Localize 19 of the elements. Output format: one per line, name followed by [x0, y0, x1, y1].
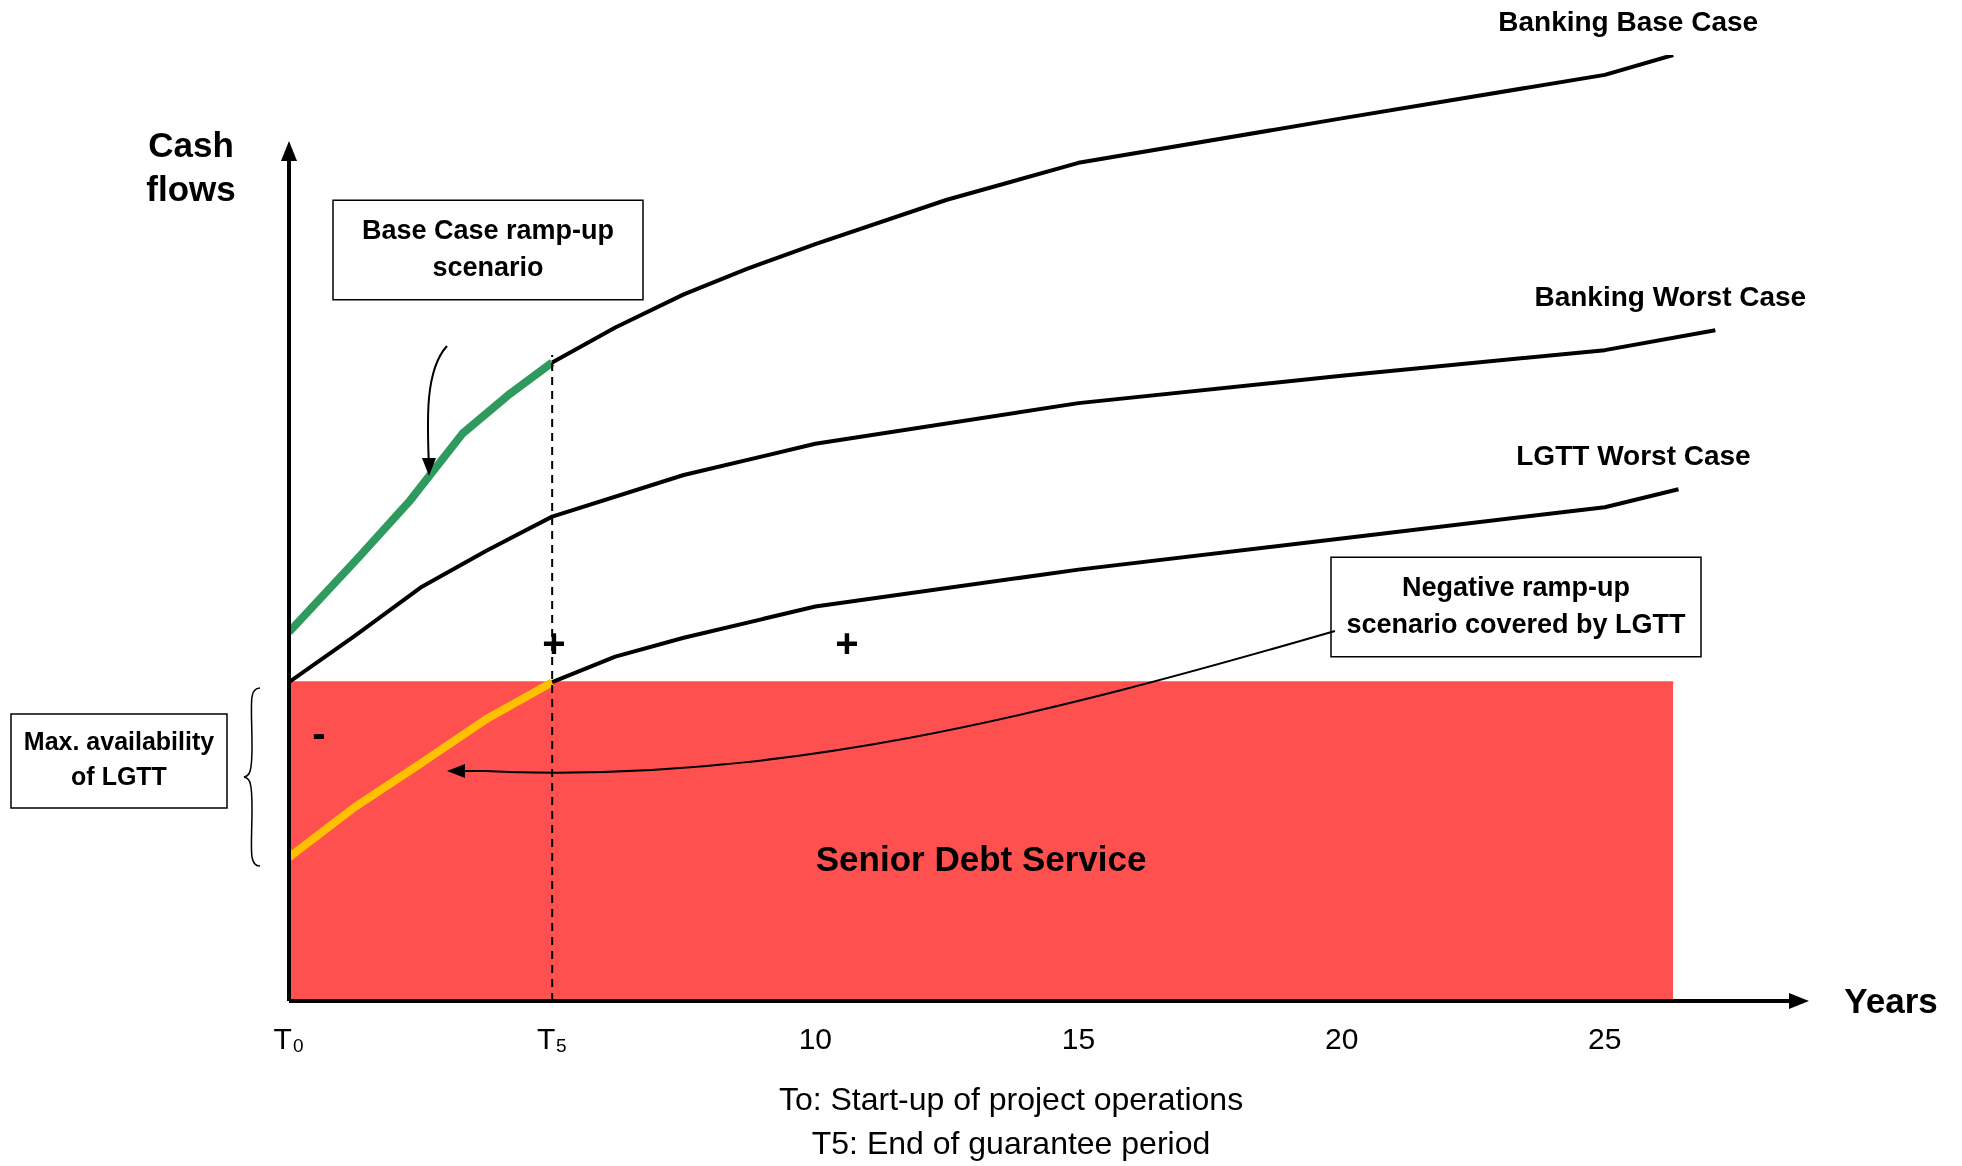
text: To: Start-up of project operations: [778, 1080, 1244, 1117]
series-label: Senior Debt Service: [815, 839, 1147, 879]
x-tick-label: 25: [1588, 1022, 1622, 1056]
annotation: -: [312, 711, 326, 756]
annotation: Negative ramp-up scenario covered by LGTT: [1346, 571, 1687, 640]
series-label: Banking Worst Case: [1534, 281, 1807, 312]
annotation: Base Case ramp-up scenario: [361, 214, 615, 283]
text: Max. availability of LGTT: [23, 727, 215, 791]
x-tick-label: T₀: [273, 1022, 305, 1056]
x-tick-label: T₅: [536, 1022, 568, 1056]
series-label: LGTT Worst Case: [1516, 439, 1751, 471]
x-tick-label: 20: [1324, 1022, 1359, 1056]
x-axis-title: Years: [1844, 980, 1938, 1020]
annotation: +: [835, 621, 859, 666]
text: T5: End of guarantee period: [811, 1124, 1211, 1161]
x-tick-label: 10: [798, 1022, 832, 1056]
x-tick-label: 15: [1061, 1022, 1096, 1056]
series-label: Banking Base Case: [1498, 5, 1759, 37]
y-axis-title: Cash flows: [146, 124, 236, 208]
